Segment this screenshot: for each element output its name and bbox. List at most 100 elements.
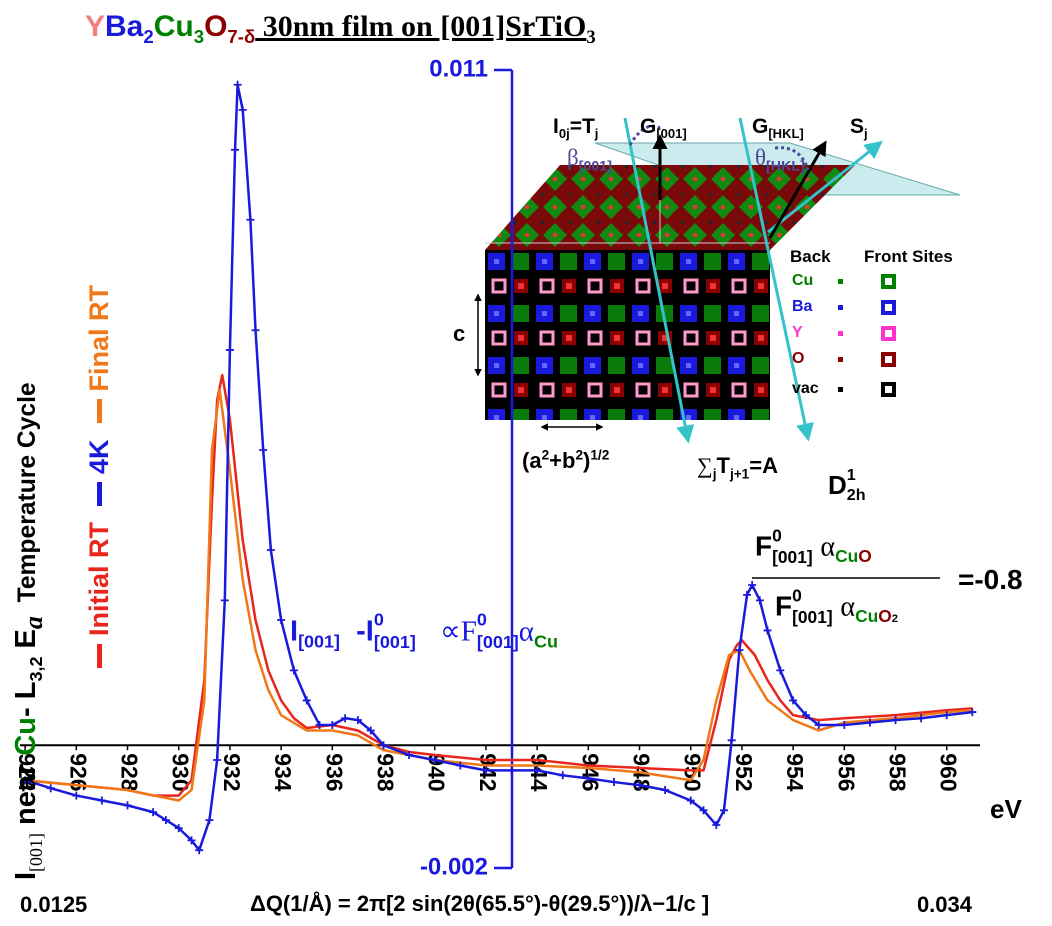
data-point: [72, 792, 80, 800]
label-part: j: [595, 126, 599, 141]
x-tick-label: 938: [372, 753, 398, 792]
back-site-swatch: [838, 357, 843, 362]
formula-part: ∝F: [440, 616, 477, 648]
difference-formula: I[001] -I0[001] ∝F0[001]αCu: [290, 614, 558, 652]
legend-item: 4K: [86, 439, 113, 506]
label-part: T: [716, 453, 729, 478]
x2-tick-label: 0.034: [917, 894, 972, 916]
x-tick-label: 950: [680, 753, 706, 791]
series-line: [25, 85, 972, 850]
x-tick-label: 934: [270, 753, 296, 792]
front-site-center: [885, 278, 892, 285]
site-label: Cu: [792, 273, 813, 289]
data-point: [234, 81, 242, 89]
x-tick-label: 946: [577, 753, 603, 791]
data-point: [226, 346, 234, 354]
ratio-value: =-0.8: [958, 566, 1023, 594]
x2-tick-label: 0.0125: [20, 894, 87, 916]
title-part: 7-δ: [227, 26, 255, 47]
data-point: [559, 771, 567, 779]
front-site-center: [885, 330, 892, 337]
x-tick-label: 932: [219, 753, 245, 791]
chart-title: YBa2Cu3O7-δ 30nm film on [001]SrTiO3: [85, 12, 596, 42]
x-tick-label: 956: [833, 753, 859, 791]
data-point: [47, 784, 55, 792]
x-tick-label: 960: [936, 753, 962, 791]
data-point: [290, 666, 298, 674]
formula-part: Cu: [855, 606, 878, 626]
back-site-swatch: [838, 387, 843, 392]
site-label: Y: [792, 325, 803, 341]
formula-part: [001]: [772, 548, 813, 566]
site-label: vac: [792, 381, 819, 397]
formula-part: O: [878, 606, 892, 626]
label-part: E: [10, 629, 42, 656]
data-point: [259, 446, 267, 454]
figure: 9249269289309329349369389409429449469489…: [0, 0, 1052, 926]
ghkl-label: G[HKL]: [752, 116, 804, 137]
formula-part: α: [840, 592, 855, 623]
x2-axis-label: ΔQ(1/Å) = 2π[2 sin(2θ(65.5°)-θ(29.5°))/λ…: [250, 893, 709, 915]
data-point: [661, 786, 669, 794]
label-part: [001]: [579, 159, 612, 175]
lattice-front-face: [485, 250, 770, 420]
label-part: I: [10, 872, 42, 880]
x-tick-label: 954: [782, 753, 808, 792]
title-part: Ba: [105, 10, 143, 43]
data-point: [728, 736, 736, 744]
label-part: (a: [522, 448, 542, 473]
crystal-diagram: [478, 118, 960, 578]
title-part: 30nm film on [001]SrTiO: [255, 10, 586, 43]
incident-label: I0j=Tj: [553, 116, 598, 137]
title-part: 3: [194, 26, 204, 47]
scattered-label: Sj: [850, 116, 868, 137]
x-tick-label: 930: [168, 753, 194, 791]
label-part: =A: [749, 453, 778, 478]
legend-swatch: [97, 644, 102, 668]
data-point: [776, 666, 784, 674]
formula-part: I: [290, 616, 298, 648]
c-label: c: [453, 323, 465, 345]
site-legend-header: Front Sites: [864, 248, 953, 265]
back-site-swatch: [838, 305, 843, 310]
legend-label: 4K: [86, 439, 113, 474]
label-part: 2: [542, 448, 550, 463]
label-part: G: [640, 115, 656, 138]
data-point: [267, 546, 275, 554]
formula-part: 2: [892, 613, 898, 625]
formula-part: 0: [374, 610, 416, 629]
g001-label: G[001]: [640, 116, 687, 137]
x-tick-label: 928: [116, 753, 142, 792]
label-part: j+1: [730, 466, 749, 481]
title-part: O: [204, 10, 227, 43]
legend-label: Final RT: [86, 285, 113, 392]
data-point: [239, 106, 247, 114]
y-tick-label: 0.011: [429, 55, 488, 82]
data-point: [252, 326, 260, 334]
page: Cu L3,2 edge temperature cycle html, bod…: [0, 0, 1052, 926]
beta-label: β[001]: [567, 146, 612, 169]
back-site-swatch: [838, 331, 843, 336]
back-site-swatch: [838, 279, 843, 284]
legend-item: Final RT: [86, 285, 113, 424]
label-part: 1/2: [590, 448, 609, 463]
label-part: [001]: [656, 126, 686, 141]
label-part: =T: [570, 115, 595, 138]
label-part: G: [752, 115, 768, 138]
label-part: Cu: [10, 717, 42, 756]
label-part: near: [10, 756, 42, 833]
title-part: 2: [143, 26, 153, 47]
data-point: [508, 766, 516, 774]
formula-part: 0: [792, 587, 833, 605]
body: {"chart_data": { "type": "line", "title"…: [0, 0, 1052, 926]
data-point: [124, 801, 132, 809]
formula-part: Cu: [534, 631, 558, 651]
formula-part: F: [755, 531, 772, 562]
ab-label: (a2+b2)1/2: [522, 450, 609, 472]
legend-swatch: [97, 482, 102, 506]
label-part: +b: [549, 448, 575, 473]
title-part: 3: [586, 27, 595, 48]
label-part: j: [864, 126, 868, 141]
formula-part: [001]: [792, 608, 833, 626]
